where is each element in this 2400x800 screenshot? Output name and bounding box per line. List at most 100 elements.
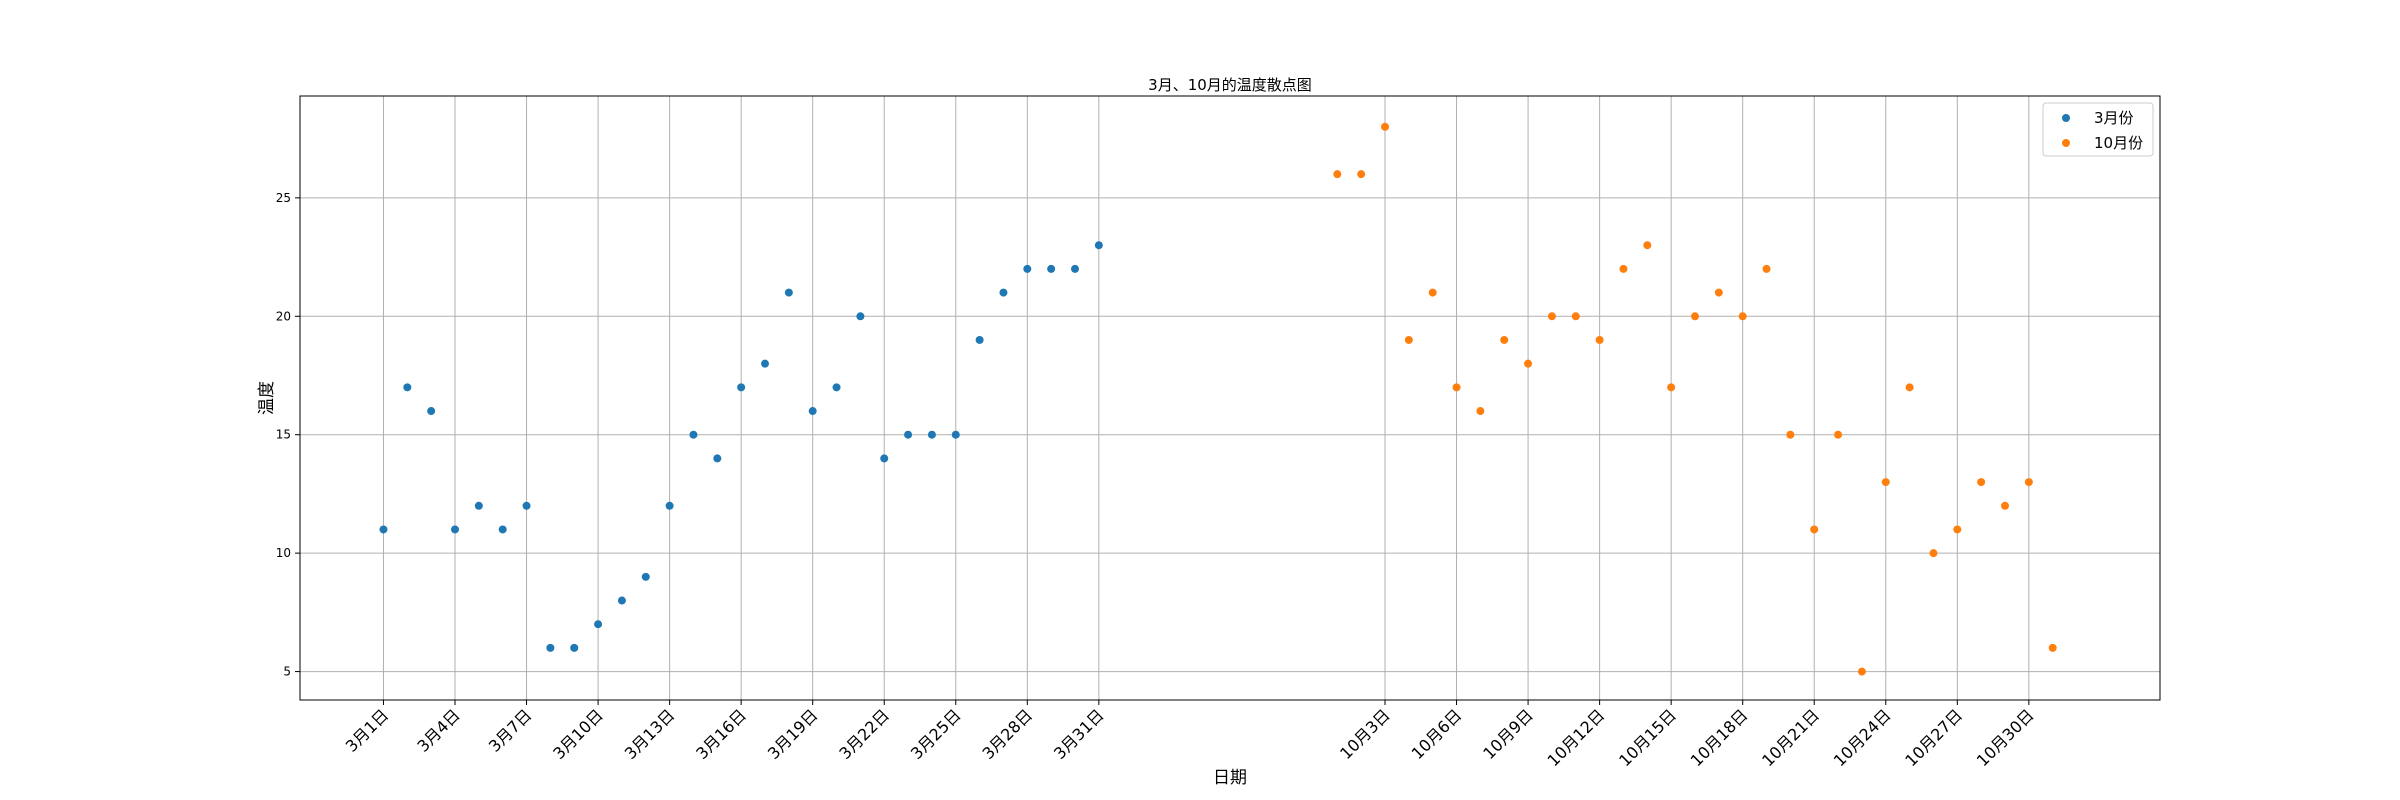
october-data-point — [1357, 170, 1366, 179]
march-data-point — [904, 430, 913, 439]
y-tick-label: 10 — [276, 546, 291, 560]
march-data-point — [975, 335, 984, 344]
october-data-point — [1762, 264, 1771, 273]
x-tick-label: 10月6日 — [1408, 705, 1466, 763]
october-data-point — [1428, 288, 1437, 297]
march-data-point — [951, 430, 960, 439]
y-tick-label: 25 — [276, 191, 291, 205]
axis-ticks: 3月1日 3月4日 3月7日 3月10日 3月13日 3月16日 3月19日 3月22日 3月2… — [276, 191, 2038, 770]
legend: 3月份 10月份 — [2042, 102, 2154, 157]
march-data-point — [1071, 264, 1079, 273]
october-data-point — [1929, 549, 1938, 558]
october-data-point — [1905, 383, 1914, 392]
y-tick-label: 20 — [276, 309, 291, 323]
october-data-point — [2048, 643, 2057, 652]
march-data-point — [808, 407, 817, 416]
legend-label-march: 3月份 — [2094, 109, 2134, 127]
x-tick-label: 10月3日 — [1336, 705, 1394, 763]
x-tick-label: 10月15日 — [1615, 705, 1680, 770]
october-data-point — [1381, 122, 1389, 131]
october-data-point — [1524, 359, 1533, 368]
october-data-point — [1953, 525, 1962, 534]
data-points — [379, 122, 2057, 676]
october-data-point — [1404, 335, 1413, 344]
october-data-point — [1500, 335, 1509, 344]
march-data-point — [689, 430, 698, 439]
october-data-point — [1714, 288, 1723, 297]
march-data-point — [641, 572, 650, 581]
march-data-point — [737, 383, 746, 392]
october-data-point — [1571, 312, 1580, 321]
y-tick-label: 5 — [283, 665, 291, 679]
y-tick-label: 15 — [276, 428, 291, 442]
october-data-point — [1881, 478, 1890, 487]
october-data-point — [1691, 312, 1699, 321]
x-tick-label: 3月1日 — [342, 705, 392, 755]
october-data-point — [1810, 525, 1819, 534]
october-data-point — [1643, 241, 1652, 250]
october-data-point — [1476, 407, 1485, 416]
march-data-point — [1094, 241, 1103, 250]
march-data-point — [474, 501, 483, 510]
march-data-point — [451, 525, 459, 534]
march-data-point — [880, 454, 889, 463]
march-data-point — [427, 407, 436, 416]
x-tick-label: 3月31日 — [1050, 705, 1108, 763]
october-data-point — [1667, 383, 1676, 392]
x-tick-label: 3月10日 — [549, 705, 607, 763]
march-data-point — [522, 501, 531, 510]
october-data-point — [2024, 478, 2033, 487]
march-data-point — [832, 383, 841, 392]
march-data-point — [379, 525, 388, 534]
x-tick-label: 10月21日 — [1758, 705, 1823, 770]
x-tick-label: 3月7日 — [485, 705, 535, 755]
legend-marker-october — [2062, 139, 2070, 147]
march-data-point — [403, 383, 412, 392]
march-data-point — [856, 312, 865, 321]
x-tick-label: 10月27日 — [1901, 705, 1966, 770]
march-data-point — [1047, 264, 1056, 273]
chart-title: 3月、10月的温度散点图 — [1148, 76, 1312, 94]
october-data-point — [1834, 430, 1843, 439]
march-data-point — [784, 288, 793, 297]
y-axis-label: 温度 — [257, 381, 277, 415]
october-data-point — [1786, 430, 1795, 439]
x-tick-label: 10月9日 — [1479, 705, 1537, 763]
march-data-point — [594, 620, 603, 629]
october-data-point — [1619, 264, 1628, 273]
grid-lines — [300, 96, 2160, 700]
october-data-point — [1333, 170, 1342, 179]
x-tick-label: 3月25日 — [907, 705, 965, 763]
x-tick-label: 10月18日 — [1687, 705, 1752, 770]
x-tick-label: 10月12日 — [1544, 705, 1609, 770]
x-tick-label: 10月30日 — [1973, 705, 2038, 770]
october-data-point — [1452, 383, 1461, 392]
march-data-point — [570, 643, 579, 652]
march-data-point — [999, 288, 1008, 297]
march-data-point — [927, 430, 936, 439]
x-tick-label: 3月28日 — [978, 705, 1036, 763]
legend-marker-march — [2062, 114, 2070, 122]
march-data-point — [665, 501, 674, 510]
legend-box — [2042, 102, 2154, 157]
march-data-point — [617, 596, 626, 605]
x-tick-label: 3月4日 — [413, 705, 463, 755]
x-tick-label: 10月24日 — [1830, 705, 1895, 770]
october-data-point — [1857, 667, 1866, 676]
x-tick-label: 3月22日 — [835, 705, 893, 763]
march-data-point — [761, 359, 769, 368]
x-tick-label: 3月19日 — [764, 705, 822, 763]
march-data-point — [713, 454, 722, 463]
october-data-point — [1595, 335, 1604, 344]
x-tick-label: 3月16日 — [692, 705, 750, 763]
october-data-point — [1547, 312, 1556, 321]
legend-label-october: 10月份 — [2094, 134, 2143, 152]
x-axis-label: 日期 — [1213, 768, 1247, 788]
october-data-point — [1738, 312, 1747, 321]
october-data-point — [1977, 478, 1986, 487]
october-data-point — [2001, 501, 2009, 510]
plot-area-frame — [299, 95, 2161, 701]
x-tick-label: 3月13日 — [621, 705, 679, 763]
march-data-point — [1023, 264, 1032, 273]
